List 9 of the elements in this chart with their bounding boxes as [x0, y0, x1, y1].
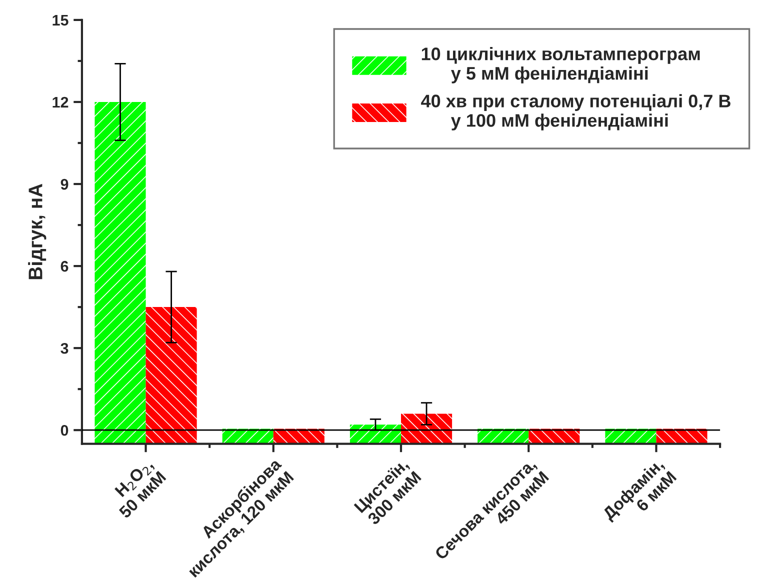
y-tick-label: 9	[60, 178, 68, 190]
y-tick-label: 3	[60, 342, 68, 354]
y-tick-label: 12	[52, 96, 68, 108]
y-tick-label: 6	[60, 260, 68, 272]
y-tick-label: 0	[60, 424, 68, 436]
legend-label: 10 циклічних вольтамперограм у 5 мМ фенілендіаміні	[422, 47, 700, 84]
y-axis-title: Відгук, нА	[28, 184, 46, 280]
y-tick-label: 15	[52, 14, 68, 26]
legend-label: 40 хв при сталому потенціалі 0,7 В у 100 мМ фенілендіаміні	[421, 94, 730, 130]
